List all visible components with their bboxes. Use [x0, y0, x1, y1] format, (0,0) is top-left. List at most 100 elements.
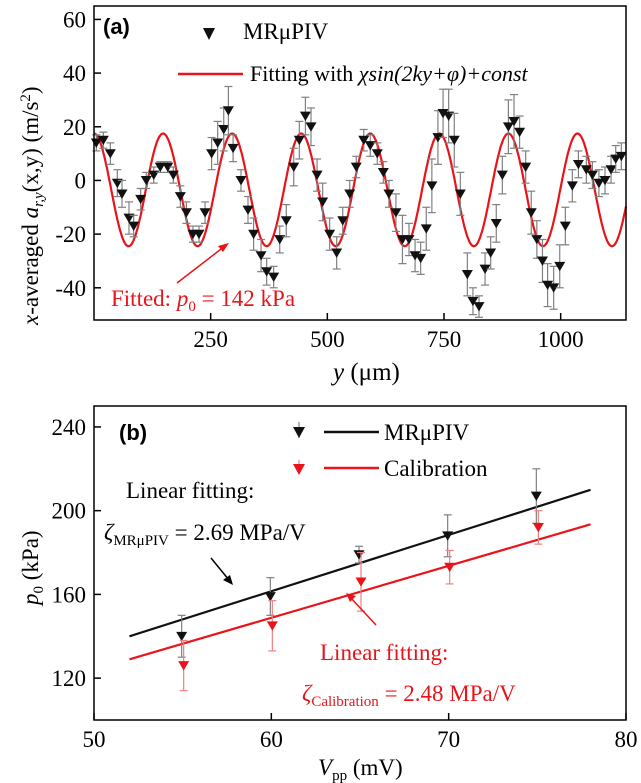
- mrupiv-point: [586, 170, 598, 181]
- mrupiv-point: [180, 208, 192, 218]
- mrupiv-point: [496, 170, 508, 181]
- panel-a-ticks: 250 500 750 1000 -40 -20 0 20 40 60: [55, 7, 583, 352]
- mrupiv-point: [280, 216, 292, 226]
- mrupiv-point: [235, 176, 247, 186]
- mrupiv-point: [454, 189, 466, 199]
- mrupiv-point: [610, 154, 622, 164]
- mrupiv-point: [104, 149, 116, 159]
- mrupiv-point: [148, 170, 160, 181]
- y-tick-label: 240: [52, 415, 87, 440]
- mrupiv-point: [605, 165, 617, 175]
- x-tick-label: 250: [193, 327, 228, 352]
- calibration-point: [266, 621, 278, 631]
- mrupiv-point: [403, 235, 415, 245]
- legend-a-label-mrupiv: MRμPIV: [243, 19, 329, 44]
- mrupiv-fit-annotation-value: ζMRμPIV = 2.69 MPa/V: [104, 520, 306, 549]
- mrupiv-point: [255, 251, 267, 261]
- mrupiv-point: [193, 229, 205, 240]
- mrupiv-point: [97, 135, 109, 146]
- mrupiv-point: [299, 111, 311, 121]
- y-tick-label: 200: [52, 499, 87, 524]
- mrupiv-point: [536, 256, 548, 266]
- mrupiv-point: [174, 192, 186, 202]
- mrupiv-point: [288, 162, 300, 172]
- mrupiv-point: [206, 149, 218, 159]
- mrupiv-point: [227, 143, 239, 154]
- fit-annotation-arrow: [176, 245, 226, 284]
- mrupiv-point: [337, 216, 349, 226]
- y-tick-label: 120: [52, 666, 87, 691]
- mrupiv-point: [293, 135, 305, 146]
- mrupiv-point: [274, 235, 286, 245]
- legend-a-label-fit: Fitting with χsin(2ky+φ)+const: [250, 61, 529, 86]
- mrupiv-point: [514, 127, 526, 138]
- y-tick-label: -20: [55, 222, 86, 247]
- mrupiv-point: [415, 253, 427, 264]
- legend-a-marker-mrupiv: [203, 28, 215, 40]
- calibration-point: [178, 661, 190, 671]
- mrupiv-point: [442, 531, 454, 541]
- x-tick-label: 60: [260, 727, 283, 752]
- mrupiv-point: [350, 162, 362, 172]
- mrupiv-point: [508, 117, 520, 127]
- mrupiv-point: [383, 189, 395, 199]
- calibration-point: [444, 562, 456, 573]
- mrupiv-point: [324, 229, 336, 240]
- mrupiv-point: [409, 251, 421, 261]
- x-tick-label: 80: [615, 727, 638, 752]
- mrupiv-point: [420, 224, 432, 234]
- mrupiv-point: [473, 302, 485, 312]
- mrupiv-point: [432, 133, 444, 143]
- mrupiv-point: [554, 261, 566, 272]
- mrupiv-point: [261, 267, 273, 277]
- y-tick-label: 0: [75, 168, 87, 193]
- mrupiv-point: [111, 178, 123, 189]
- panel-a-legend: MRμPIV Fitting with χsin(2ky+φ)+const: [178, 19, 529, 86]
- mrupiv-point: [242, 205, 254, 215]
- mrupiv-point: [572, 159, 584, 170]
- y-tick-label: 40: [63, 61, 86, 86]
- calibration-point: [355, 577, 367, 587]
- legend-b-label-mrupiv: MRμPIV: [384, 420, 470, 445]
- mrupiv-point: [358, 135, 370, 146]
- mrupiv-point: [212, 138, 224, 148]
- mrupiv-point: [248, 229, 260, 240]
- mrupiv-point: [599, 176, 611, 186]
- panel-a: 250 500 750 1000 -40 -20 0 20 40 60 (a) MRμPIV Fi…: [18, 5, 628, 386]
- mrupiv-point: [615, 151, 627, 162]
- mrupiv-point: [154, 162, 166, 172]
- panel-b: 50 60 70 80 120 160 200 240 (b) MRμPIV Calibrat…: [18, 405, 638, 783]
- mrupiv-annotation-arrowhead: [223, 575, 233, 585]
- panel-b-legend: MRμPIV Calibration: [293, 420, 488, 481]
- mrupiv-point: [128, 221, 140, 232]
- legend-b-marker-calibration: [293, 464, 305, 475]
- legend-b-label-calibration: Calibration: [384, 456, 488, 481]
- mrupiv-annotation-arrow: [210, 557, 230, 581]
- mrupiv-point: [140, 176, 152, 186]
- mrupiv-point: [311, 170, 323, 181]
- mrupiv-point: [593, 178, 605, 189]
- mrupiv-point: [530, 491, 542, 501]
- mrupiv-point: [566, 181, 578, 191]
- mrupiv-point: [344, 189, 356, 199]
- mrupiv-point: [305, 122, 317, 132]
- mrupiv-point: [116, 189, 128, 199]
- panel-a-label: (a): [103, 14, 130, 39]
- mrupiv-point: [390, 208, 402, 218]
- y-tick-label: 20: [63, 115, 86, 140]
- legend-b-marker-mrupiv: [293, 427, 305, 438]
- mrupiv-point: [542, 280, 554, 291]
- mrupiv-point: [479, 264, 491, 274]
- calibration-point: [532, 523, 544, 533]
- mrupiv-fit-annotation-title: Linear fitting:: [126, 478, 254, 503]
- mrupiv-point: [580, 165, 592, 175]
- x-tick-label: 500: [310, 327, 345, 352]
- panel-b-xlabel: Vpp (mV): [318, 755, 403, 783]
- panel-b-ticks: 50 60 70 80 120 160 200 240: [52, 415, 638, 752]
- mrupiv-point: [426, 181, 438, 191]
- panel-b-frame: [93, 405, 627, 721]
- mrupiv-point: [199, 208, 211, 218]
- mrupiv-point: [520, 162, 532, 172]
- mrupiv-point: [461, 269, 473, 280]
